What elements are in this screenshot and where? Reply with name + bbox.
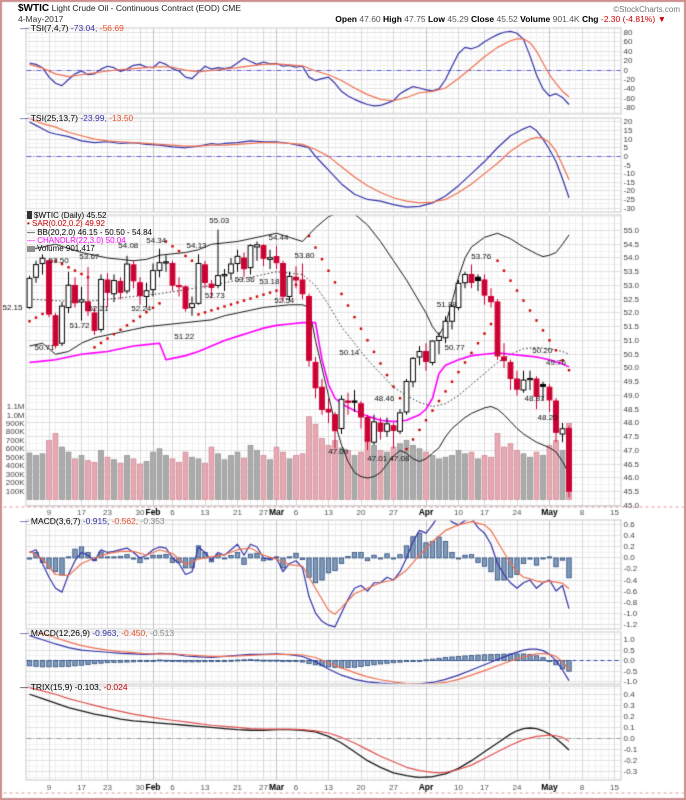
close-value: 45.52 (496, 14, 518, 24)
macd-fast-signal-value: -0.562, (111, 516, 139, 526)
ohlc-quote-bar: Open 47.60 High 47.75 Low 45.29 Close 45… (335, 14, 666, 24)
volume-bars-icon (27, 246, 35, 253)
chg-value: -2.30 (-4.81%) (600, 14, 656, 24)
line-swatch-icon: — (20, 23, 29, 33)
macd-slow-hist-value: -0.513 (150, 628, 175, 638)
chart-date: 4-May-2017 (18, 14, 64, 24)
chg-down-triangle-icon: ▼ (657, 14, 666, 24)
open-label: Open (335, 14, 357, 24)
high-label: High (383, 14, 402, 24)
sar-legend: • SAR(0.02,0.2) 49.92 (27, 219, 105, 229)
ticker-symbol: $WTIC (18, 3, 50, 14)
macd-fast-hist-value: -0.353 (140, 516, 165, 526)
main-chart-legend: $WTIC (Daily) 45.52 • SAR(0.02,0.2) 49.9… (27, 211, 152, 253)
line-swatch-icon: — (20, 516, 29, 526)
tsi-fast-signal-value: -56.69 (99, 23, 124, 33)
macd-fast-value: -0.915, (82, 516, 110, 526)
low-label: Low (427, 14, 445, 24)
open-value: 47.60 (359, 14, 381, 24)
trix-legend: — TRIX(15,9) -0.103, -0.024 (20, 683, 128, 692)
macd-slow-name: MACD(12,26,9) (30, 628, 90, 638)
chandelier-legend: — CHANDLR(22,3.0) 50.04 (27, 235, 126, 245)
brand-credit: ©StockCharts.com (613, 5, 680, 14)
line-swatch-icon: — (20, 113, 29, 123)
bb-legend: — BB(20,2.0) 46.15 - 50.50 - 54.84 (27, 227, 152, 237)
tsi-slow-value: -23.99, (80, 113, 107, 123)
tsi-fast-name: TSI(7,4,7) (30, 23, 69, 33)
chart-header: $WTIC Light Crude Oil - Continuous Contr… (18, 3, 241, 14)
main-symbol-line: $WTIC (Daily) 45.52 (27, 211, 152, 220)
tsi-slow-legend: — TSI(25,13,7) -23.99, -13.50 (20, 114, 133, 123)
low-value: 45.29 (447, 14, 469, 24)
volume-label: Volume (520, 14, 551, 24)
volume-legend-line: Volume 901,417 (27, 245, 152, 253)
macd-slow-legend: — MACD(12,26,9) -0.963, -0.450, -0.513 (20, 629, 174, 638)
trix-signal-value: -0.024 (103, 682, 128, 692)
tsi-fast-legend: — TSI(7,4,7) -73.04, -56.69 (20, 24, 124, 33)
trix-name: TRIX(15,9) (30, 682, 73, 692)
trix-value: -0.103, (74, 682, 102, 692)
tsi-slow-signal-value: -13.50 (109, 113, 134, 123)
high-value: 47.75 (404, 14, 426, 24)
macd-fast-legend: — MACD(3,6,7) -0.915, -0.562, -0.353 (20, 517, 165, 526)
chg-label: Chg (581, 14, 599, 24)
tsi-slow-name: TSI(25,13,7) (30, 113, 78, 123)
line-swatch-icon: — (20, 682, 29, 692)
volume-value: 901.4K (552, 14, 580, 24)
tsi-fast-value: -73.04, (70, 23, 98, 33)
main-symbol-label: $WTIC (Daily) 45.52 (34, 211, 107, 220)
volume-legend-label: Volume 901,417 (37, 244, 95, 254)
candlestick-icon (27, 211, 32, 219)
close-label: Close (470, 14, 495, 24)
line-swatch-icon: — (20, 628, 29, 638)
chart-title: Light Crude Oil - Continuous Contract (E… (51, 3, 242, 13)
macd-slow-signal-value: -0.450, (121, 628, 148, 638)
macd-fast-name: MACD(3,6,7) (30, 516, 81, 526)
macd-slow-value: -0.963, (92, 628, 119, 638)
